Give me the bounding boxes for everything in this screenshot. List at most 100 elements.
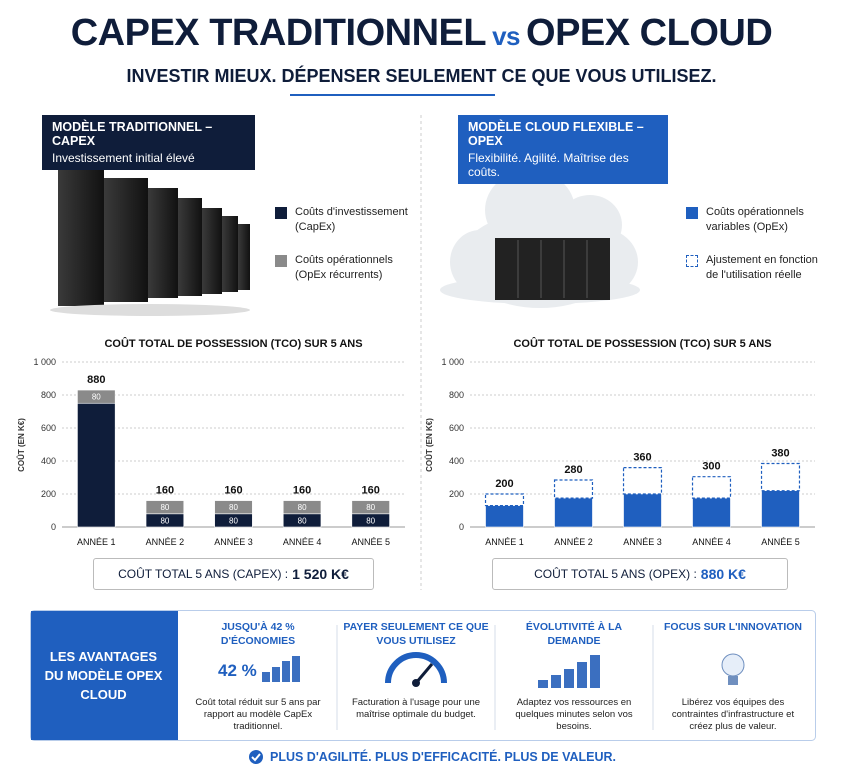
bar-segment — [484, 493, 525, 507]
legend-swatch — [686, 207, 698, 219]
subtitle: INVESTIR MIEUX. DÉPENSER SEULEMENT CE QU… — [126, 66, 717, 86]
benefit-heading: PAYER SEULEMENT CE QUE VOUS UTILISEZ — [343, 621, 489, 647]
total-label: 380 — [771, 447, 789, 459]
legend-item: Coûts opérationnels variables (OpEx) — [686, 205, 826, 235]
x-tick-label: ANNÉE 5 — [761, 537, 800, 547]
benefit-text: Libérez vos équipes des contraintes d'in… — [671, 697, 795, 732]
segment-label: 80 — [298, 516, 307, 525]
legend-item: Coûts d'investissement (CapEx) — [275, 205, 415, 235]
y-tick-label: 1 000 — [441, 357, 464, 367]
legend-swatch — [275, 255, 287, 267]
legend-text: Coûts d'investissement (CapEx) — [295, 206, 408, 233]
y-tick-label: 600 — [41, 423, 56, 433]
total-label: 300 — [702, 461, 720, 473]
benefit-text: Facturation à l'usage pour une maîtrise … — [351, 697, 481, 720]
bar-segment — [214, 500, 253, 515]
legend-text: Coûts opérationnels variables (OpEx) — [706, 206, 804, 233]
chart-title: COÛT TOTAL DE POSSESSION (TCO) SUR 5 ANS — [104, 337, 362, 350]
total-label: 160 — [362, 485, 380, 497]
total-box-value: 1 520 K€ — [292, 566, 349, 582]
title-left: CAPEX TRADITIONNEL — [70, 12, 487, 54]
y-axis-label: COÛT (EN K€) — [17, 418, 26, 472]
panel-title: MODÈLE TRADITIONNEL – CAPEX — [52, 120, 213, 148]
total-label: 360 — [633, 452, 651, 464]
benefit-figure: 42 % — [218, 661, 257, 680]
benefits-label: LES AVANTAGES DU MODÈLE OPEX CLOUD — [30, 611, 177, 740]
bar-segment — [622, 467, 663, 495]
segment-label: 80 — [366, 516, 375, 525]
segment-label: 80 — [229, 516, 238, 525]
segment-label: 80 — [229, 503, 238, 512]
segment-label: 80 — [92, 393, 101, 402]
gauge-icon — [385, 652, 447, 687]
server-image — [50, 168, 250, 316]
bar-segment — [691, 476, 732, 499]
benefits-label-bg — [31, 611, 178, 740]
x-tick-label: ANNÉE 3 — [214, 537, 253, 547]
bar-segment — [761, 490, 800, 528]
panel-header: MODÈLE CLOUD FLEXIBLE – OPEX Flexibilité.… — [458, 115, 668, 184]
legend-swatch — [686, 255, 698, 267]
benefits-title: LES AVANTAGES DU MODÈLE OPEX CLOUD — [44, 649, 163, 702]
y-tick-label: 800 — [449, 390, 464, 400]
segment-label: 80 — [298, 503, 307, 512]
panel-subtitle: Flexibilité. Agilité. Maîtrise des coûts… — [468, 151, 629, 179]
total-label: 280 — [564, 464, 582, 476]
cloud-image — [440, 170, 640, 308]
bulb-icon — [721, 653, 745, 685]
chart-title: COÛT TOTAL DE POSSESSION (TCO) SUR 5 ANS — [513, 337, 771, 350]
bar-segment — [351, 500, 390, 515]
bar-segment — [77, 389, 116, 404]
bar-segment — [553, 479, 594, 499]
y-tick-label: 200 — [41, 489, 56, 499]
x-tick-label: ANNÉE 4 — [283, 537, 322, 547]
benefit-heading: ÉVOLUTIVITÉ À LA DEMANDE — [525, 621, 623, 647]
bar-segment — [282, 500, 322, 515]
title: CAPEX TRADITIONNEL vs OPEX CLOUD — [0, 12, 843, 55]
bar-segment — [145, 500, 185, 515]
benefit-text: Adaptez vos ressources en quelques minut… — [515, 697, 633, 732]
total-box: COÛT TOTAL 5 ANS (OPEX) :880 K€ — [492, 558, 788, 590]
x-tick-label: ANNÉE 3 — [623, 537, 662, 547]
scale-icon — [538, 655, 600, 688]
y-tick-label: 200 — [449, 489, 464, 499]
legend-swatch — [275, 207, 287, 219]
segment-label: 80 — [160, 503, 169, 512]
benefit-text: Coût total réduit sur 5 ans par rapport … — [195, 697, 321, 732]
segment-label: 80 — [160, 516, 169, 525]
panel-header: MODÈLE TRADITIONNEL – CAPEX Investissemen… — [42, 115, 255, 170]
x-tick-label: ANNÉE 4 — [692, 537, 731, 547]
bar-segment — [77, 402, 116, 528]
y-tick-label: 400 — [41, 456, 56, 466]
x-tick-label: ANNÉE 1 — [485, 537, 524, 547]
total-box-label: COÛT TOTAL 5 ANS (OPEX) : — [534, 567, 697, 581]
separators — [336, 625, 654, 730]
bar-segment — [760, 462, 801, 492]
total-label: 160 — [293, 485, 311, 497]
title-vs: vs — [492, 21, 521, 51]
check-icon — [249, 750, 263, 764]
x-tick-label: ANNÉE 2 — [554, 537, 593, 547]
x-tick-label: ANNÉE 1 — [77, 537, 116, 547]
bar-segment — [623, 493, 662, 528]
benefit-heading: FOCUS SUR L'INNOVATION — [663, 621, 803, 633]
bar-segment — [554, 497, 593, 528]
total-box: COÛT TOTAL 5 ANS (CAPEX) :1 520 K€ — [93, 558, 374, 590]
total-box-value: 880 K€ — [700, 566, 746, 582]
bar-segment — [692, 497, 731, 528]
y-axis-label: COÛT (EN K€) — [425, 418, 434, 472]
x-tick-label: ANNÉE 2 — [146, 537, 185, 547]
legend-text: Coûts opérationnels (OpEx récurrents) — [295, 254, 393, 281]
segment-label: 80 — [366, 503, 375, 512]
y-tick-label: 800 — [41, 390, 56, 400]
total-label: 160 — [156, 485, 174, 497]
total-label: 200 — [495, 478, 513, 490]
legend-text: Ajustement en fonction de l'utilisation … — [706, 254, 818, 281]
y-tick-label: 1 000 — [33, 357, 56, 367]
footer: PLUS D'AGILITÉ. PLUS D'EFFICACITÉ. PLUS … — [270, 750, 617, 764]
benefit-heading: JUSQU'À 42 % D'ÉCONOMIES — [220, 621, 296, 647]
total-label: 160 — [224, 485, 242, 497]
legend-item: Ajustement en fonction de l'utilisation … — [686, 253, 826, 283]
